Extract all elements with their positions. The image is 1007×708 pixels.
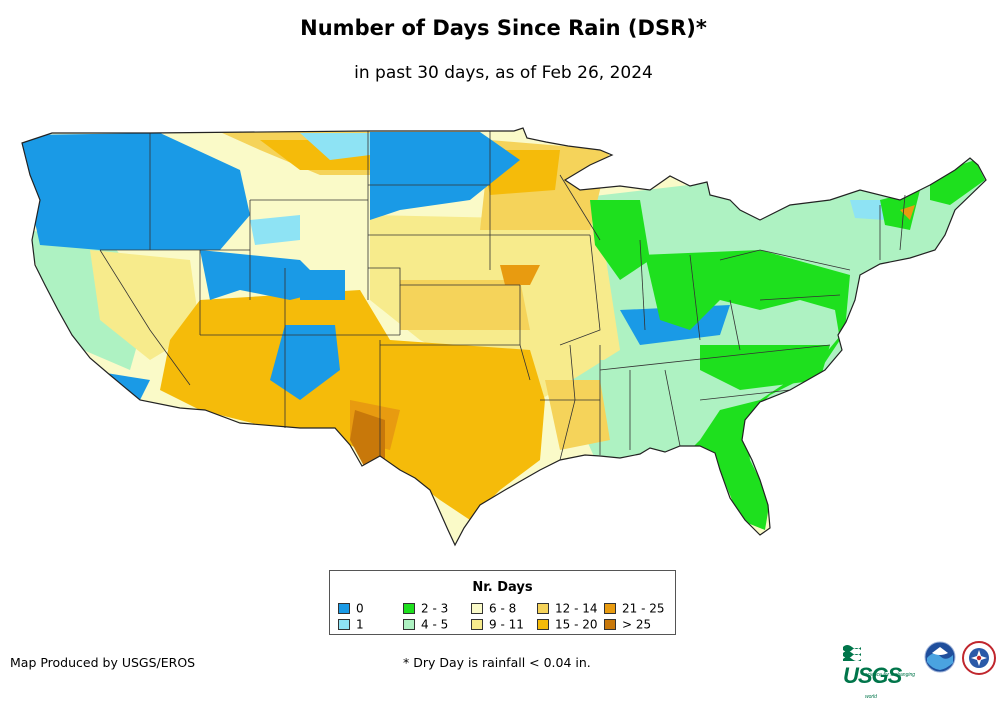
legend-swatch [604, 619, 616, 630]
us-dsr-map [21, 127, 987, 546]
legend-swatch [471, 619, 483, 630]
legend-item-1: 1 [338, 617, 364, 632]
map-title: Number of Days Since Rain (DSR)* [300, 16, 707, 40]
legend-item-2: 2 - 3 [403, 601, 448, 616]
legend-item-4: 6 - 8 [471, 601, 516, 616]
legend-item-8: 21 - 25 [604, 601, 665, 616]
noaa-logo-icon [924, 641, 956, 673]
legend-item-5: 9 - 11 [471, 617, 524, 632]
usgs-tagline: science for a changing world [865, 672, 916, 700]
map-subtitle: in past 30 days, as of Feb 26, 2024 [354, 63, 653, 83]
usgs-logo: USGS science for a changing world [843, 643, 918, 700]
legend-swatch [537, 619, 549, 630]
legend-item-9: > 25 [604, 617, 651, 632]
legend: Nr. Days 0 1 2 - 3 4 - 5 6 - 8 9 - 11 12… [329, 570, 676, 635]
legend-item-3: 4 - 5 [403, 617, 448, 632]
legend-title: Nr. Days [472, 580, 533, 595]
usgs-logo-text: USGS [843, 663, 902, 688]
legend-item-6: 12 - 14 [537, 601, 598, 616]
dry-day-footnote: * Dry Day is rainfall < 0.04 in. [403, 655, 591, 670]
legend-swatch [604, 603, 616, 614]
legend-swatch [338, 619, 350, 630]
legend-swatch [338, 603, 350, 614]
legend-swatch [403, 603, 415, 614]
legend-swatch [537, 603, 549, 614]
legend-item-0: 0 [338, 601, 364, 616]
legend-swatch [403, 619, 415, 630]
usgs-wave-icon [843, 645, 861, 661]
legend-item-7: 15 - 20 [537, 617, 598, 632]
map-credit: Map Produced by USGS/EROS [10, 655, 196, 670]
nws-logo-icon [962, 641, 996, 675]
legend-swatch [471, 603, 483, 614]
